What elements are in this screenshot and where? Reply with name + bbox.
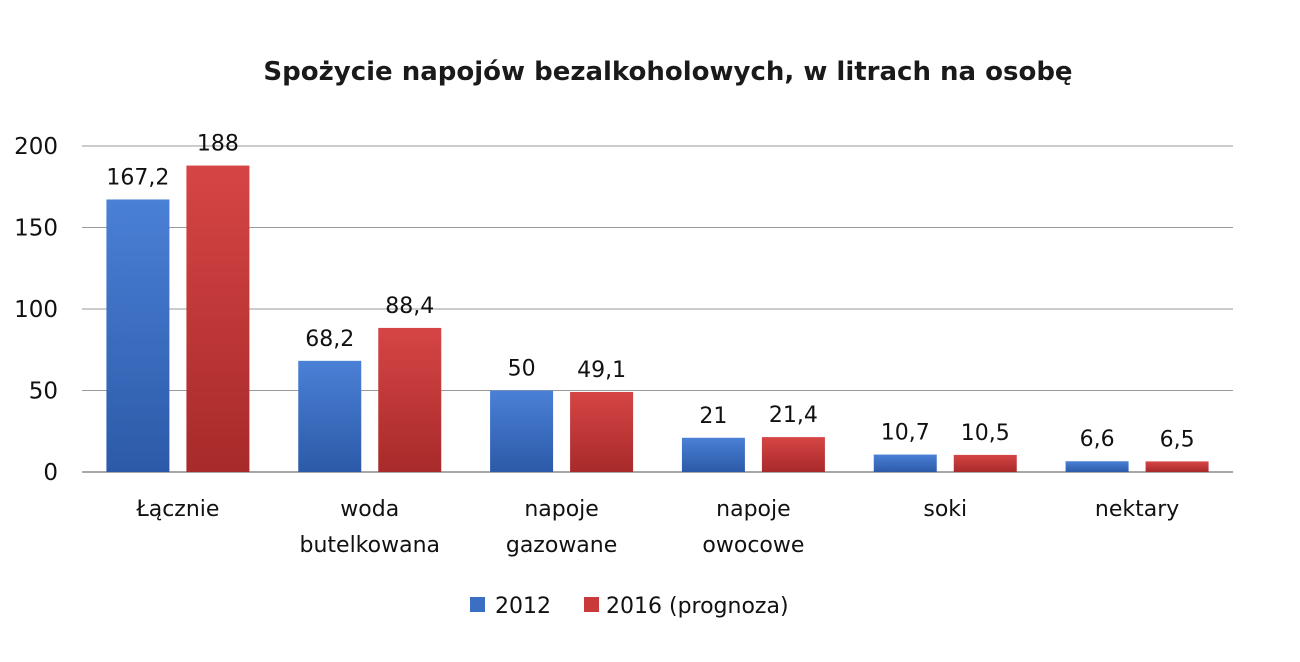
x-category-label: nektary: [1095, 497, 1179, 522]
data-label: 68,2: [305, 327, 354, 352]
x-category-label: soki: [923, 497, 967, 522]
x-category-label: napoje: [716, 497, 791, 522]
x-category-label: butelkowana: [300, 533, 441, 558]
legend-swatch: [470, 597, 485, 612]
bar-2016-3: [761, 437, 825, 472]
data-labels: 167,2 188 68,2 88,4 50 49,1 21 21,4 10,7 10,5 6,6 6…: [106, 132, 1194, 453]
bar-2012-1: [298, 360, 362, 472]
x-axis-categories: Łącznie woda butelkowana napoje gazowane napo…: [135, 497, 1179, 558]
bar-2016-4: [953, 454, 1017, 472]
y-tick-label: 0: [43, 460, 58, 486]
data-label: 21: [699, 404, 727, 429]
x-category-label: gazowane: [506, 533, 617, 558]
bar-2012-3: [681, 437, 745, 472]
bar-2016-5: [1145, 461, 1209, 472]
bar-2016-1: [378, 327, 442, 472]
data-label: 10,5: [961, 421, 1010, 446]
gridlines: [82, 145, 1233, 473]
legend-swatch: [584, 597, 599, 612]
bar-2016-0: [186, 165, 250, 472]
y-tick-label: 200: [14, 134, 58, 160]
bars: [106, 165, 1209, 473]
data-label: 188: [197, 132, 239, 157]
data-label: 10,7: [881, 421, 930, 446]
x-category-label: napoje: [524, 497, 599, 522]
data-label: 49,1: [577, 358, 626, 383]
x-category-label: woda: [340, 497, 399, 522]
bar-2012-5: [1065, 461, 1129, 472]
bar-2012-4: [873, 454, 937, 472]
data-label: 167,2: [106, 165, 169, 190]
legend-label: 2016 (prognoza): [606, 594, 789, 619]
y-tick-label: 100: [14, 297, 58, 323]
data-label: 88,4: [385, 294, 434, 319]
y-tick-label: 150: [14, 216, 58, 242]
legend-label: 2012: [495, 594, 551, 619]
legend: 2012 2016 (prognoza): [470, 594, 789, 619]
bar-2012-2: [490, 390, 554, 472]
x-category-label: Łącznie: [135, 497, 219, 522]
data-label: 21,4: [769, 403, 818, 428]
y-tick-label: 50: [29, 379, 58, 405]
data-label: 50: [508, 357, 536, 382]
x-category-label: owocowe: [702, 533, 804, 558]
data-label: 6,5: [1160, 427, 1195, 452]
data-label: 6,6: [1080, 427, 1115, 452]
chart-title: Spożycie napojów bezalkoholowych, w litr…: [263, 57, 1072, 87]
bar-2012-0: [106, 199, 170, 473]
y-axis-ticks: 0 50 100 150 200: [14, 134, 58, 486]
bar-2016-2: [570, 391, 634, 472]
